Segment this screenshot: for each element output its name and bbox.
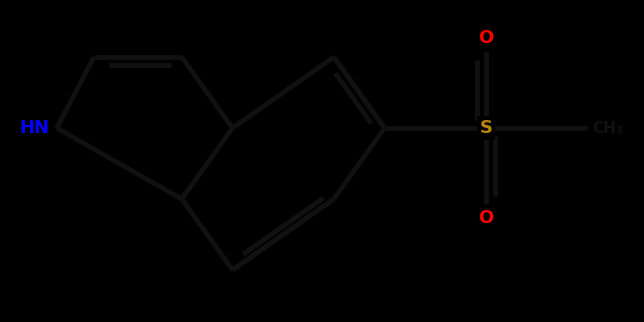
Text: S: S bbox=[479, 119, 493, 137]
Text: HN: HN bbox=[19, 119, 50, 137]
Text: O: O bbox=[478, 29, 493, 47]
Text: CH₃: CH₃ bbox=[592, 120, 623, 136]
Text: O: O bbox=[478, 209, 493, 227]
